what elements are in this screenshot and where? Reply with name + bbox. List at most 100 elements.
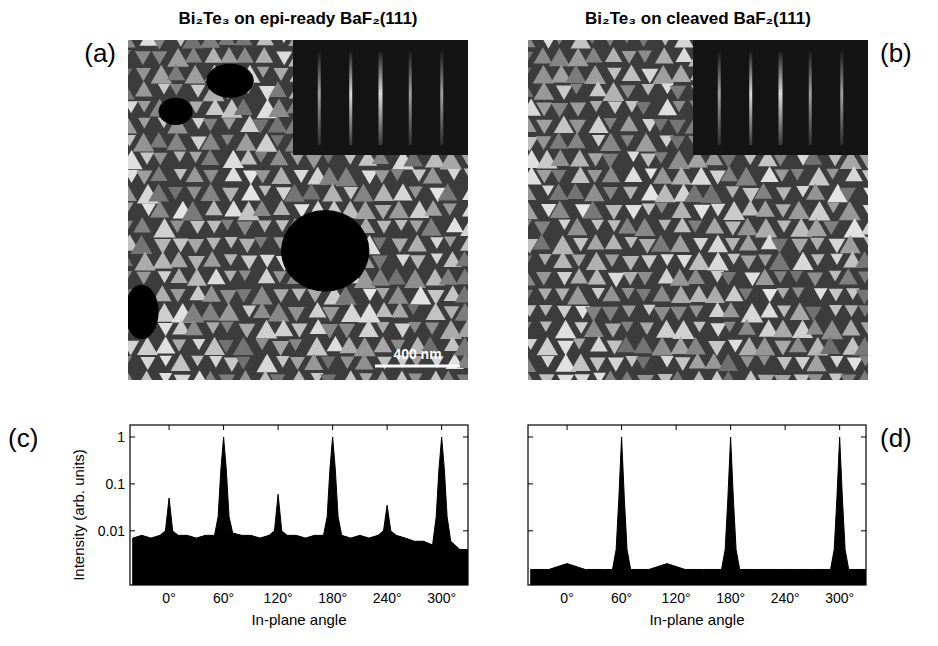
afm-grain [376,302,393,317]
afm-grain [539,254,552,265]
afm-grain [389,201,409,219]
y-tick-right [861,530,866,531]
afm-grain [221,135,234,146]
afm-grain [549,132,568,148]
afm-grain [128,371,137,380]
afm-grain [430,237,444,249]
afm-grain [621,135,635,147]
afm-grain [806,319,824,334]
afm-grain [602,166,621,182]
afm-grain [638,51,652,63]
afm-grain [528,354,536,372]
afm-grain [553,251,572,268]
afm-grain [842,319,861,335]
afm-grain [859,154,868,169]
afm-grain [444,237,456,248]
afm-grain [201,149,219,165]
afm-grain [792,288,804,299]
afm-hole [281,210,369,292]
afm-grain [670,307,687,321]
afm-grain [693,322,706,333]
afm-grain [200,303,221,321]
afm-grain [528,115,537,132]
afm-grain [645,169,658,180]
afm-grain [372,256,388,270]
afm-grain [426,371,446,380]
afm-grain [795,357,810,370]
afm-grain [320,375,336,381]
afm-grain [839,188,856,203]
afm-grain [737,218,757,236]
afm-grain [601,370,619,380]
afm-grain [128,116,137,134]
afm-grain [254,237,267,248]
afm-grain [327,336,345,351]
afm-grain [636,40,651,47]
afm-grain [636,102,651,115]
afm-grain [769,252,790,270]
rheed-streak [718,52,721,145]
afm-grain [685,337,706,355]
afm-grain [762,289,777,302]
afm-grain [237,222,253,236]
afm-grain [253,302,271,318]
afm-grain [861,218,868,235]
afm-grain [533,65,555,84]
afm-grain [224,271,237,282]
afm-grain [789,336,808,352]
afm-grain [669,120,686,135]
afm-grain [305,154,322,169]
afm-grain [412,170,426,183]
afm-grain [536,120,553,134]
afm-grain [840,374,856,380]
afm-grain [260,255,275,268]
afm-grain [460,234,468,251]
afm-grain [710,323,726,337]
afm-grain [166,133,186,151]
x-tick [785,580,786,585]
afm-grain [605,255,620,268]
x-axis-title: In-plane angle [251,611,346,628]
afm-grain [235,40,253,45]
afm-grain [256,40,274,45]
afm-grain [573,339,585,350]
afm-grain [188,256,205,271]
x-tick-top [169,425,170,430]
afm-grain [186,166,204,182]
afm-grain [376,322,389,334]
y-tick-right [861,436,866,437]
afm-grain [829,289,844,302]
afm-grain [187,239,204,254]
afm-grain [569,120,586,135]
afm-grain [671,286,691,304]
y-axis-title: Intensity (arb. units) [70,449,87,581]
afm-grain [128,203,134,214]
afm-grain [201,133,221,150]
afm-grain [410,255,426,269]
afm-grain [557,341,574,356]
afm-grain [642,84,655,95]
afm-grain [808,201,831,221]
rheed-streak [318,52,321,145]
scale-bar [375,365,460,368]
afm-grain [670,269,690,286]
afm-grain [335,167,357,186]
afm-grain [319,167,340,185]
afm-grain [776,187,792,201]
x-tick-label: 120° [264,590,293,606]
afm-grain [589,81,607,96]
afm-grain [460,218,468,236]
afm-grain [674,217,692,232]
afm-grain [439,268,458,284]
afm-grain [219,375,236,380]
rheed-streak [440,52,443,145]
x-tick [441,580,442,585]
afm-grain [272,341,289,356]
afm-grain [268,303,290,322]
afm-grain [761,302,779,317]
afm-grain [225,166,243,181]
x-tick [621,580,622,585]
afm-grain [171,354,191,372]
afm-grain [742,370,761,380]
afm-grain [128,82,135,100]
